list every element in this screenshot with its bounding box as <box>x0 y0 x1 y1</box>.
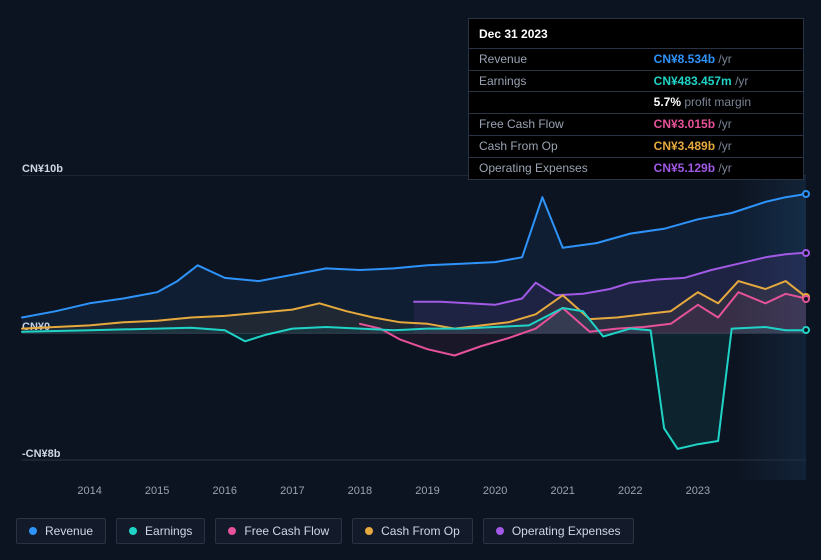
tooltip-row-label: Cash From Op <box>469 135 644 157</box>
tooltip-row-label <box>469 92 644 114</box>
tooltip-row-label: Revenue <box>469 48 644 70</box>
tooltip-date: Dec 31 2023 <box>469 24 803 48</box>
x-axis-label: 2018 <box>348 485 372 497</box>
tooltip-row-label: Earnings <box>469 70 644 92</box>
tooltip-row-value: CN¥5.129b /yr <box>644 157 803 178</box>
y-axis-label: CN¥10b <box>22 163 63 175</box>
tooltip-row: Cash From OpCN¥3.489b /yr <box>469 135 803 157</box>
tooltip-row-value: CN¥3.489b /yr <box>644 135 803 157</box>
legend-label: Cash From Op <box>381 524 460 538</box>
tooltip-row-value: CN¥8.534b /yr <box>644 48 803 70</box>
legend-label: Earnings <box>145 524 192 538</box>
x-axis-label: 2022 <box>618 485 642 497</box>
tooltip-row-value: CN¥483.457m /yr <box>644 70 803 92</box>
legend-item-earnings[interactable]: Earnings <box>116 518 205 544</box>
tooltip-row-value: CN¥3.015b /yr <box>644 114 803 136</box>
legend-dot-icon <box>365 527 373 535</box>
legend-label: Revenue <box>45 524 93 538</box>
tooltip-row-value: 5.7% profit margin <box>644 92 803 114</box>
series-end-dot-fcf <box>802 295 810 303</box>
x-axis-label: 2020 <box>483 485 507 497</box>
legend-item-operating-expenses[interactable]: Operating Expenses <box>483 518 634 544</box>
legend-row: Revenue Earnings Free Cash Flow Cash From O… <box>16 518 634 544</box>
legend-dot-icon <box>228 527 236 535</box>
x-axis-label: 2019 <box>415 485 439 497</box>
legend-item-cash-from-op[interactable]: Cash From Op <box>352 518 473 544</box>
legend-item-free-cash-flow[interactable]: Free Cash Flow <box>215 518 342 544</box>
tooltip-row: RevenueCN¥8.534b /yr <box>469 48 803 70</box>
tooltip-row: Operating ExpensesCN¥5.129b /yr <box>469 157 803 178</box>
legend-label: Operating Expenses <box>512 524 621 538</box>
legend-dot-icon <box>129 527 137 535</box>
tooltip-row: 5.7% profit margin <box>469 92 803 114</box>
series-end-dot-opex <box>802 249 810 257</box>
tooltip-row-label: Operating Expenses <box>469 157 644 178</box>
legend-item-revenue[interactable]: Revenue <box>16 518 106 544</box>
legend-label: Free Cash Flow <box>244 524 329 538</box>
legend-dot-icon <box>29 527 37 535</box>
x-axis-label: 2014 <box>77 485 101 497</box>
x-axis-label: 2015 <box>145 485 169 497</box>
tooltip-row: EarningsCN¥483.457m /yr <box>469 70 803 92</box>
x-axis-label: 2016 <box>213 485 237 497</box>
tooltip-row: Free Cash FlowCN¥3.015b /yr <box>469 114 803 136</box>
tooltip-table: RevenueCN¥8.534b /yrEarningsCN¥483.457m … <box>469 48 803 179</box>
tooltip-row-label: Free Cash Flow <box>469 114 644 136</box>
series-end-dot-earnings <box>802 326 810 334</box>
x-axis-label: 2017 <box>280 485 304 497</box>
x-axis-label: 2021 <box>550 485 574 497</box>
series-end-dot-revenue <box>802 190 810 198</box>
x-axis-label: 2023 <box>686 485 710 497</box>
chart-area[interactable] <box>16 175 806 480</box>
legend-dot-icon <box>496 527 504 535</box>
tooltip-card: Dec 31 2023 RevenueCN¥8.534b /yrEarnings… <box>468 18 804 180</box>
